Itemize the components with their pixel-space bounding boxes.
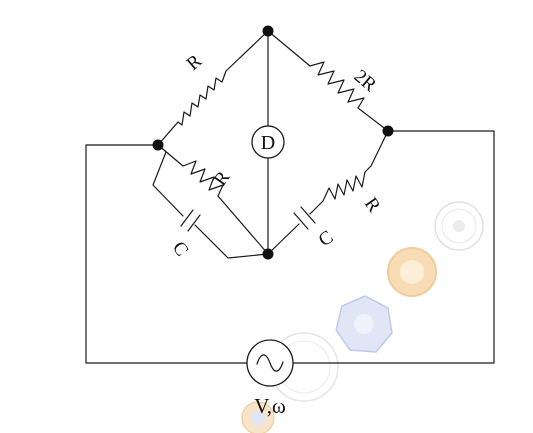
sine-wave-icon bbox=[256, 354, 284, 372]
label-detector: D bbox=[261, 132, 275, 154]
left-supply-wire bbox=[85, 144, 248, 364]
capacitor-lower-left-lead-b bbox=[194, 224, 269, 259]
detector-circle bbox=[251, 125, 285, 159]
label-c-lower-left: C bbox=[168, 238, 192, 260]
label-r-top-left: R bbox=[183, 50, 206, 74]
rc-lower-left bbox=[152, 144, 269, 259]
resistor-lower-left bbox=[157, 144, 269, 255]
capacitor-lower-right-lead-a bbox=[267, 223, 300, 255]
ac-source bbox=[246, 339, 294, 387]
watermark-seal-bottom bbox=[241, 401, 275, 433]
watermark-layer bbox=[241, 201, 484, 433]
right-supply-wire bbox=[292, 130, 495, 364]
outer-loop bbox=[85, 130, 495, 364]
rc-lower-right bbox=[267, 130, 389, 255]
capacitor-lower-left-plate-a bbox=[180, 209, 194, 227]
label-2r-top-right: 2R bbox=[350, 66, 381, 97]
capacitor-lower-right-plate-b bbox=[300, 206, 316, 224]
nodes bbox=[152, 25, 394, 260]
resistor-lower-right bbox=[309, 130, 389, 215]
capacitor-lower-left-lead-a bbox=[152, 151, 184, 217]
capacitor-lower-right-plate-a bbox=[293, 212, 309, 230]
resistor-top-left bbox=[157, 30, 269, 146]
resistor-top-right bbox=[267, 30, 389, 132]
detector-branch bbox=[251, 30, 285, 255]
label-c-lower-right: C bbox=[315, 227, 337, 251]
label-r-lower-right: R bbox=[360, 194, 385, 217]
label-source: V,ω bbox=[254, 394, 286, 418]
capacitor-lower-left-plate-b bbox=[187, 214, 201, 232]
watermark-seal-right bbox=[434, 201, 484, 251]
node-right bbox=[382, 125, 394, 137]
node-bottom bbox=[262, 248, 274, 260]
watermark-seal-blue bbox=[335, 295, 393, 353]
node-top bbox=[262, 25, 274, 37]
label-r-lower-left: R bbox=[210, 167, 235, 190]
watermark-seal-orange bbox=[387, 247, 437, 297]
node-left bbox=[152, 139, 164, 151]
